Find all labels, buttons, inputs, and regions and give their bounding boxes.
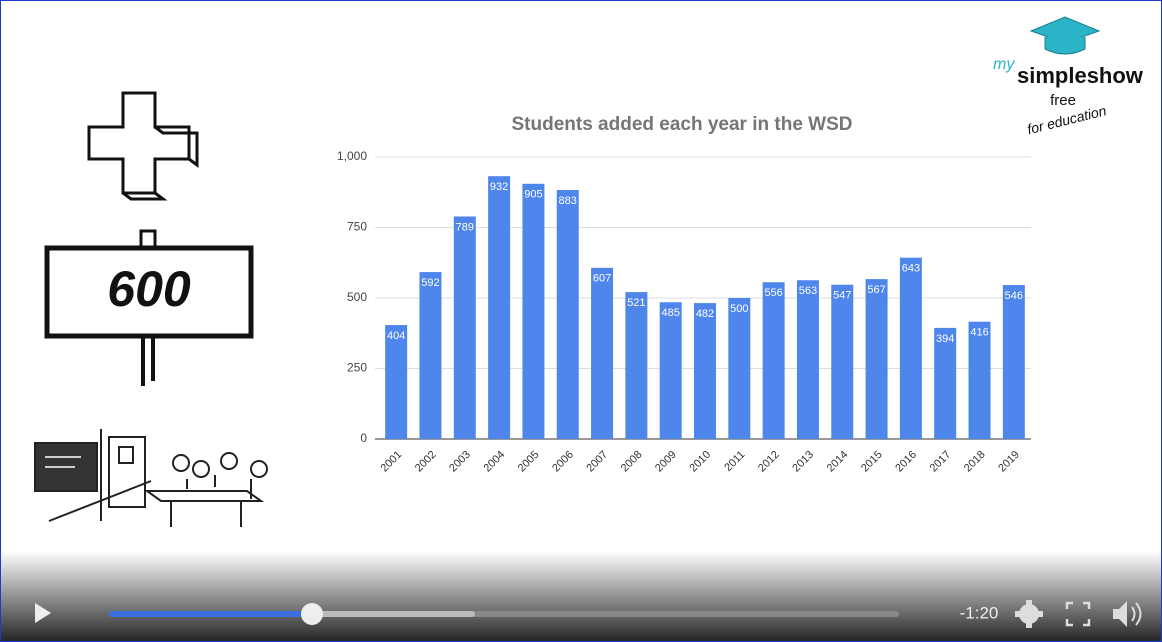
x-tick-label: 2017: [928, 449, 954, 475]
bar: [625, 292, 647, 439]
bar: [557, 190, 579, 439]
plus-icon: [89, 93, 197, 199]
value-label: 556: [764, 287, 782, 299]
logo-name: simpleshow: [1017, 63, 1144, 88]
value-label: 905: [524, 189, 542, 201]
video-player: 600 my simpleshow free for education Stu…: [0, 0, 1162, 642]
bar: [522, 184, 544, 439]
y-tick-label: 1,000: [337, 149, 367, 163]
sign-text: 600: [107, 261, 191, 317]
bar: [728, 298, 750, 439]
classroom-illustration: [35, 429, 267, 527]
x-tick-label: 2012: [756, 449, 782, 475]
value-label: 547: [833, 290, 851, 302]
bar: [763, 282, 785, 439]
controls-background: [1, 551, 1161, 641]
time-remaining: -1:20: [960, 603, 999, 622]
bar: [591, 268, 613, 439]
logo-prefix: my: [993, 56, 1015, 73]
x-tick-label: 2016: [893, 449, 919, 475]
y-tick-label: 750: [347, 220, 367, 234]
value-label: 607: [593, 273, 611, 285]
x-tick-label: 2019: [996, 449, 1022, 475]
value-label: 500: [730, 303, 748, 315]
x-tick-label: 2015: [859, 449, 885, 475]
bar: [454, 217, 476, 439]
x-tick-label: 2018: [962, 449, 988, 475]
x-tick-label: 2011: [722, 449, 747, 474]
scrub-knob[interactable]: [301, 603, 323, 625]
x-tick-label: 2010: [687, 449, 713, 475]
value-label: 932: [490, 181, 508, 193]
bar: [797, 280, 819, 439]
value-label: 404: [387, 330, 405, 342]
bar: [831, 285, 853, 439]
bar: [1003, 285, 1025, 439]
x-tick-label: 2007: [584, 449, 610, 475]
x-tick-label: 2001: [379, 449, 405, 475]
bar: [660, 302, 682, 439]
value-label: 546: [1005, 290, 1023, 302]
played-bar: [109, 611, 312, 617]
bar: [419, 272, 441, 439]
y-tick-label: 500: [347, 290, 367, 304]
video-frame: 600 my simpleshow free for education Stu…: [1, 1, 1161, 641]
bar: [969, 322, 991, 439]
logo: my simpleshow free for education: [993, 17, 1144, 137]
logo-line1: free: [1050, 92, 1076, 109]
x-tick-label: 2009: [653, 449, 679, 475]
x-tick-label: 2004: [481, 449, 507, 475]
x-tick-label: 2002: [413, 449, 439, 475]
x-tick-label: 2006: [550, 449, 576, 475]
x-tick-label: 2008: [619, 449, 645, 475]
value-label: 592: [421, 277, 439, 289]
bar: [385, 325, 407, 439]
bar: [900, 258, 922, 439]
value-label: 521: [627, 297, 645, 309]
value-label: 482: [696, 308, 714, 320]
chart-title: Students added each year in the WSD: [511, 114, 852, 135]
bar: [488, 176, 510, 439]
value-label: 643: [902, 263, 920, 275]
value-label: 416: [970, 327, 988, 339]
y-tick-label: 250: [347, 361, 367, 375]
value-label: 789: [456, 221, 474, 233]
y-tick-label: 0: [360, 431, 367, 445]
x-tick-label: 2003: [447, 449, 473, 475]
chart: 0 250 500 750 1,000 404 2001 592 2002 789 2003 932 2…: [337, 149, 1031, 474]
bar: [694, 303, 716, 439]
bar: [866, 279, 888, 439]
x-tick-label: 2014: [825, 449, 851, 475]
x-tick-label: 2013: [790, 449, 816, 475]
value-label: 394: [936, 333, 954, 345]
value-label: 485: [662, 307, 680, 319]
value-label: 883: [559, 195, 577, 207]
x-tick-label: 2005: [516, 449, 542, 475]
value-label: 567: [867, 284, 885, 296]
value-label: 563: [799, 285, 817, 297]
